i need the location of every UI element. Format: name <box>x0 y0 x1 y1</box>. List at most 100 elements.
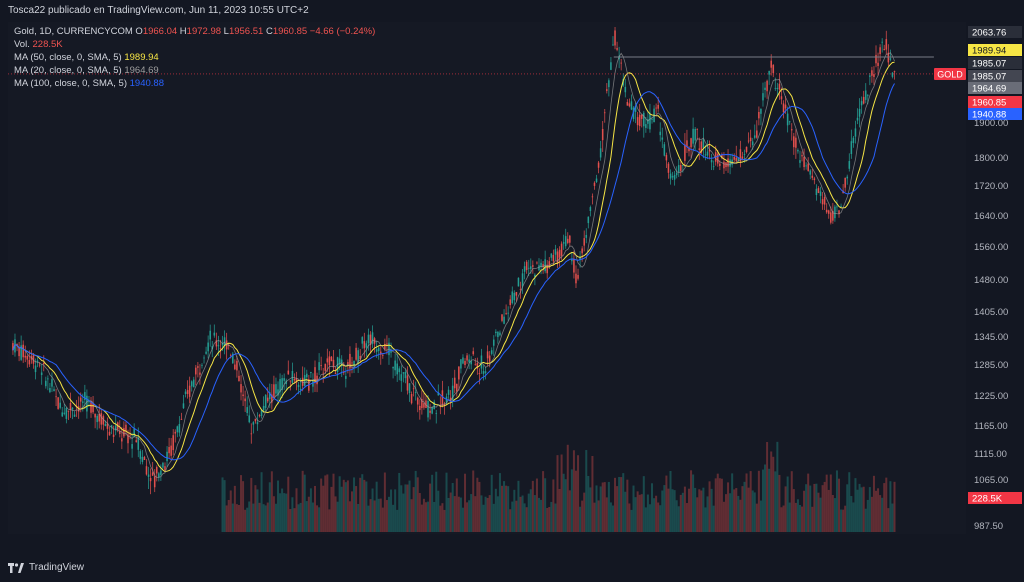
candle-body <box>59 402 61 408</box>
volume-bar <box>622 473 625 532</box>
candle-body <box>92 403 94 413</box>
candle-body <box>266 397 269 402</box>
candle-body <box>334 372 337 374</box>
candle-body <box>850 141 853 155</box>
candle-body <box>573 259 575 273</box>
symbol-line: Gold, 1D, CURRENCYCOM <box>14 26 133 37</box>
volume-bar <box>591 455 594 532</box>
candle-body <box>289 380 292 382</box>
low-label: L <box>223 26 229 37</box>
brand[interactable]: TradingView <box>8 562 84 573</box>
price-chart[interactable]: 201520162017201820192020202120222023202G… <box>8 22 966 552</box>
volume-bar <box>768 468 771 532</box>
volume-bar <box>373 500 376 532</box>
candle-body <box>497 331 499 338</box>
candle-body <box>195 367 197 375</box>
candle-body <box>877 62 879 66</box>
volume-bar <box>324 475 327 532</box>
price-axis-svg[interactable]: USD1800.001720.001640.001560.001480.0014… <box>966 22 1024 534</box>
price-axis[interactable]: USD1800.001720.001640.001560.001480.0014… <box>966 22 1024 534</box>
candle-body <box>84 392 86 400</box>
candle-body <box>365 343 368 348</box>
volume-bar <box>344 482 347 532</box>
candle-body <box>751 141 754 146</box>
candle-body <box>170 445 172 456</box>
candle-body <box>548 261 551 268</box>
volume-bar <box>817 492 820 532</box>
candle-body <box>258 415 261 417</box>
candle-body <box>310 371 312 374</box>
candle-body <box>889 58 892 60</box>
candle-body <box>295 378 298 383</box>
volume-bar <box>893 481 896 532</box>
volume-bar <box>724 494 727 532</box>
volume-bar <box>400 485 403 532</box>
volume-bar <box>842 509 845 532</box>
volume-bar <box>669 470 672 532</box>
candle-body <box>386 343 388 345</box>
volume-bar <box>651 483 654 532</box>
candle-body <box>234 364 236 370</box>
volume-bar <box>272 496 275 532</box>
volume-bar <box>698 489 701 532</box>
volume-bar <box>505 485 508 532</box>
candle-body <box>527 267 530 269</box>
volume-bar <box>780 507 783 532</box>
volume-bar <box>379 498 382 532</box>
candle-body <box>575 273 577 284</box>
volume-bar <box>792 489 795 532</box>
volume-bar <box>755 503 758 532</box>
candle-body <box>856 117 859 121</box>
candle-body <box>583 238 586 246</box>
low-value: 1956.51 <box>228 26 264 37</box>
volume-bar <box>412 487 415 532</box>
candle-body <box>634 106 637 112</box>
candle-body <box>26 356 29 360</box>
candle-body <box>326 358 329 363</box>
volume-bar <box>318 507 321 532</box>
candle-body <box>692 128 694 144</box>
candle-body <box>406 375 409 391</box>
candle-body <box>505 313 507 314</box>
candle-body <box>81 401 84 403</box>
candle-body <box>788 121 791 123</box>
volume-bar <box>453 496 456 532</box>
volume-bar <box>340 486 343 532</box>
candle-body <box>501 314 503 321</box>
chart-area[interactable]: 201520162017201820192020202120222023202G… <box>8 22 966 552</box>
volume-bar <box>297 504 300 532</box>
candle-body <box>114 425 117 431</box>
volume-bar <box>607 481 610 532</box>
volume-bar <box>223 480 226 532</box>
candle-body <box>416 397 419 405</box>
volume-bar <box>336 501 339 532</box>
candle-body <box>139 451 142 459</box>
volume-bar <box>794 502 797 532</box>
volume-bar <box>870 496 873 532</box>
candle-body <box>579 256 581 261</box>
candle-body <box>784 104 787 109</box>
candle-body <box>129 434 131 436</box>
volume-bar <box>718 478 721 532</box>
candle-body <box>764 87 766 90</box>
volume-bar <box>348 501 351 532</box>
candle-body <box>854 128 857 137</box>
candle-body <box>123 427 125 437</box>
volume-bar <box>542 471 545 532</box>
candle-body <box>203 357 205 359</box>
volume-bar <box>439 505 442 532</box>
candle-body <box>762 93 764 101</box>
close-value: 1960.85 <box>272 26 308 37</box>
candle-body <box>517 277 520 287</box>
candle-body <box>737 157 740 161</box>
axis-badge <box>968 108 1022 120</box>
axis-badge-label: 1960.85 <box>972 98 1006 109</box>
volume-bar <box>731 473 734 532</box>
symbol-badge-label: GOLD <box>937 69 963 79</box>
axis-badge <box>968 70 1022 82</box>
volume-bar <box>601 482 604 532</box>
candle-body <box>299 388 302 390</box>
volume-bar <box>334 496 337 532</box>
candle-body <box>651 119 653 120</box>
candle-body <box>145 466 148 475</box>
